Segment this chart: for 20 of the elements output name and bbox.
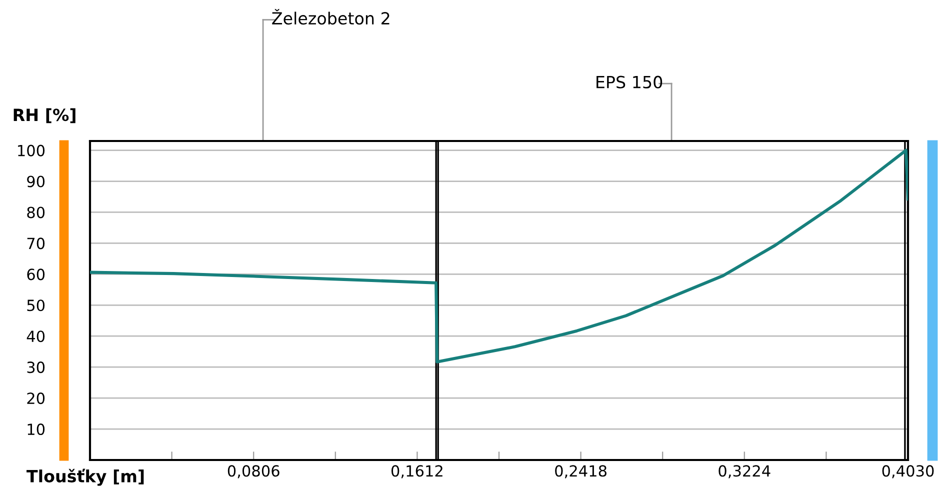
x-tick-label: 0,4030 bbox=[882, 465, 934, 478]
text: EPS 150 bbox=[596, 76, 662, 88]
y-tick-label: 90 bbox=[27, 176, 45, 188]
y-tick-label: 60 bbox=[27, 268, 45, 280]
x-tick-label: 0,1612 bbox=[391, 465, 442, 478]
line-series bbox=[90, 148, 908, 364]
x-tick-label: 0,3224 bbox=[718, 465, 770, 478]
y-tick-label: 80 bbox=[27, 206, 45, 218]
y-tick-label: 50 bbox=[27, 300, 45, 312]
x-tick-label: 0,2418 bbox=[555, 465, 606, 478]
y-tick-label: 100 bbox=[18, 144, 45, 156]
y-tick-label: 30 bbox=[27, 362, 45, 374]
y-tick-label: 40 bbox=[26, 330, 45, 342]
y-axis-title: RH [%] bbox=[14, 108, 76, 124]
y-tick-label: 10 bbox=[28, 423, 45, 436]
y-tick-label: 70 bbox=[27, 238, 45, 250]
x-tick-label: 0,0806 bbox=[228, 465, 280, 478]
text: Železobeton 2 bbox=[272, 8, 390, 25]
x-axis-title: Tloušťky [m] bbox=[26, 468, 144, 486]
y-tick-label: 20 bbox=[27, 392, 45, 404]
